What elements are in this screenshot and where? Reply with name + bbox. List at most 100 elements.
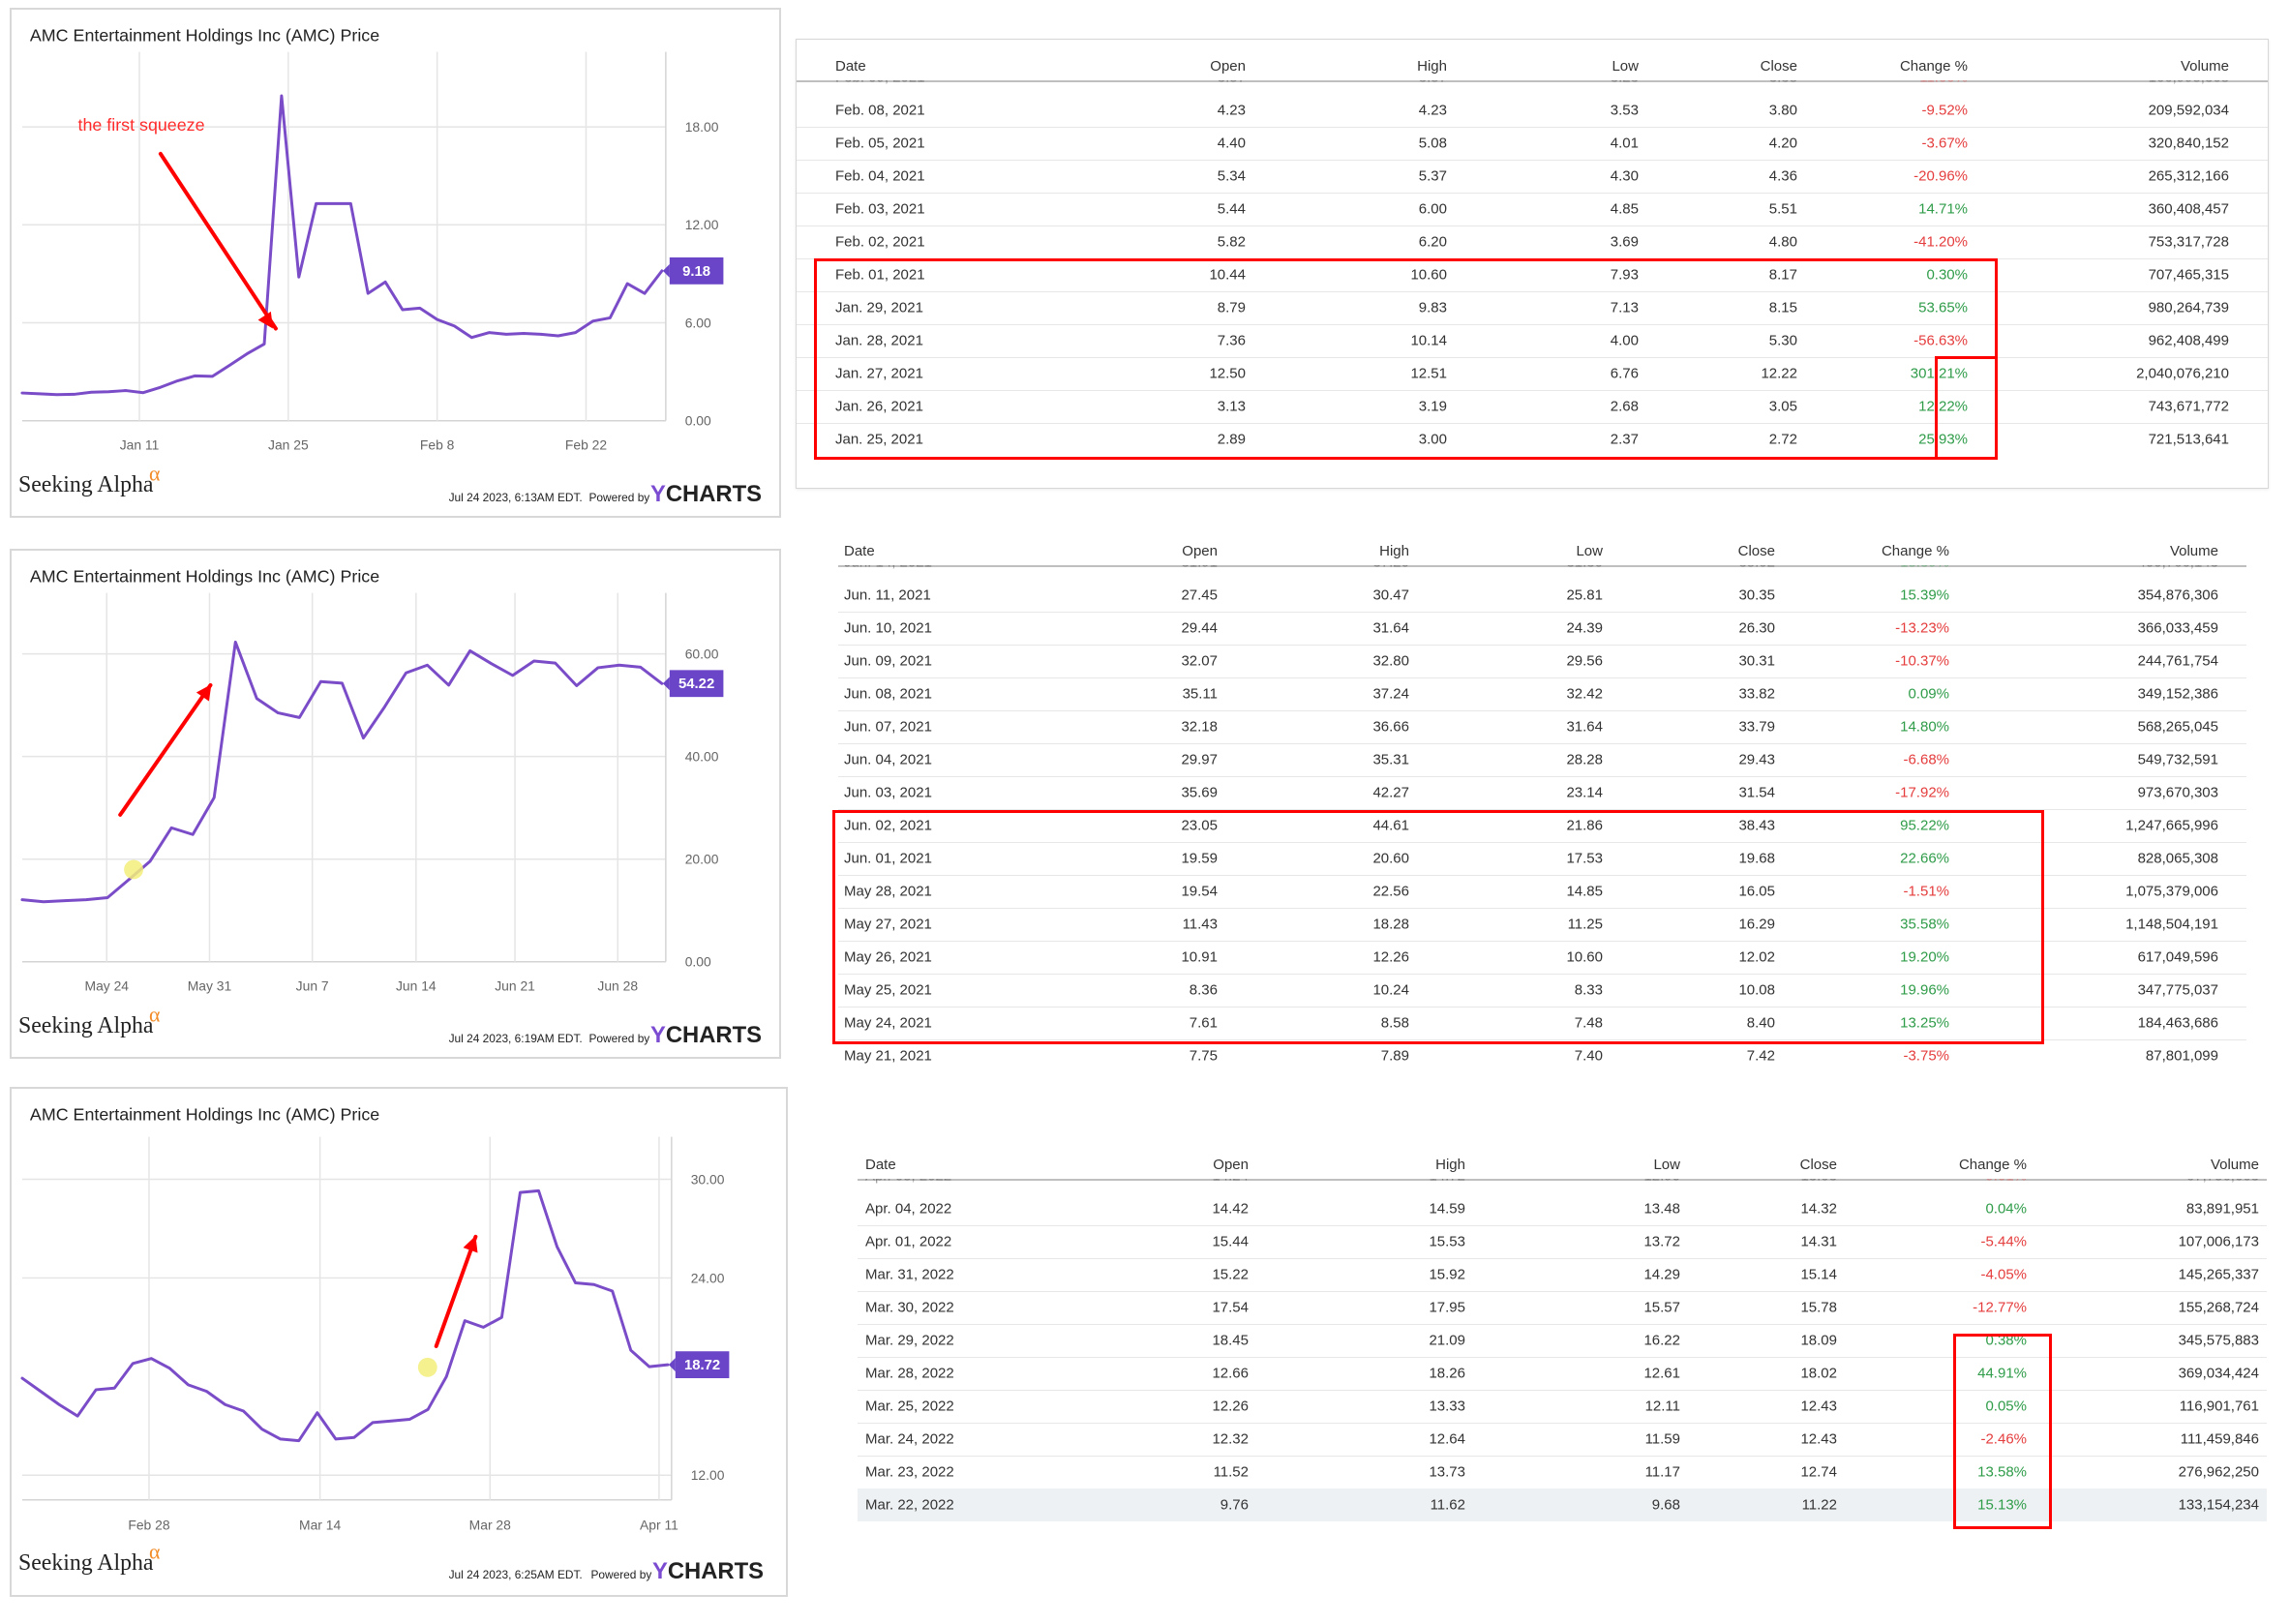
cell-low: 13.48 xyxy=(1643,1200,1680,1218)
cell-date: Mar. 23, 2022 xyxy=(865,1463,954,1481)
cell-open: 8.79 xyxy=(1217,299,1246,316)
alpha-mark: α xyxy=(149,1540,160,1563)
cell-date: Jan. 25, 2021 xyxy=(835,431,923,448)
table-row: Jun. 07, 2021 32.18 36.66 31.64 33.79 14.80% 5… xyxy=(838,710,2246,744)
cell-close: 2.72 xyxy=(1768,431,1797,448)
ycharts-y-mark: Y xyxy=(650,1022,666,1048)
cell-volume: 116,901,761 xyxy=(2179,1398,2259,1415)
cell-date: Mar. 28, 2022 xyxy=(865,1365,954,1382)
cell-open: 4.40 xyxy=(1217,135,1246,152)
table-row: Jun. 09, 2021 32.07 32.80 29.56 30.31 -10.37%… xyxy=(838,645,2246,678)
cell-open: 32.07 xyxy=(1181,652,1218,670)
cell-open: 23.05 xyxy=(1181,817,1218,834)
cell-volume: 617,049,596 xyxy=(2137,948,2218,966)
annotation-arrow-head xyxy=(463,1235,478,1253)
current-price-value: 18.72 xyxy=(684,1358,720,1373)
cell-low: 8.33 xyxy=(1574,981,1603,999)
cell-change: 25.93% xyxy=(1918,431,1968,448)
cell-close: 12.02 xyxy=(1738,948,1775,966)
cell-open: 12.26 xyxy=(1212,1398,1249,1415)
cell-change: -5.44% xyxy=(1980,1233,2027,1250)
cell-high: 44.61 xyxy=(1372,817,1409,834)
table-row: Jun. 10, 2021 29.44 31.64 24.39 26.30 -13.23%… xyxy=(838,612,2246,646)
cell-date: Jun. 14, 2021 xyxy=(844,565,932,571)
table-row: Apr. 01, 2022 15.44 15.53 13.72 14.31 -5.44% 1… xyxy=(858,1225,2267,1259)
table-row: Apr. 05, 2022 14.24 14.72 12.90 13.03 -9.01% 6… xyxy=(858,1179,2267,1192)
cell-open: 15.44 xyxy=(1212,1233,1249,1250)
table-body: Apr. 04, 2022 14.42 14.59 13.48 14.32 0.04% 83… xyxy=(858,1192,2267,1521)
cell-date: Jun. 10, 2021 xyxy=(844,619,932,637)
cell-change: -3.75% xyxy=(1903,1047,1949,1065)
table-row: Apr. 04, 2022 14.42 14.59 13.48 14.32 0.04% 83… xyxy=(858,1192,2267,1226)
cell-date: Mar. 29, 2022 xyxy=(865,1332,954,1349)
cell-volume: 369,034,424 xyxy=(2178,1365,2259,1382)
table-row: Mar. 25, 2022 12.26 13.33 12.11 12.43 0.05% 11… xyxy=(858,1390,2267,1424)
table-row: May 24, 2021 7.61 8.58 7.48 8.40 13.25% 184,46… xyxy=(838,1007,2246,1040)
y-tick-label: 20.00 xyxy=(685,852,719,867)
cell-volume: 145,265,337 xyxy=(2178,1266,2259,1283)
table-row: Mar. 30, 2022 17.54 17.95 15.57 15.78 -12.77%… xyxy=(858,1291,2267,1325)
chart-title: AMC Entertainment Holdings Inc (AMC) Pri… xyxy=(30,26,379,45)
column-header-close: Close xyxy=(1737,543,1775,559)
cell-change: 301.21% xyxy=(1910,365,1968,382)
column-header-open: Open xyxy=(1210,58,1246,75)
cell-date: May 21, 2021 xyxy=(844,1047,932,1065)
table-row: Mar. 22, 2022 9.76 11.62 9.68 11.22 15.13% 133… xyxy=(858,1489,2267,1521)
cell-low: 12.11 xyxy=(1644,1398,1680,1415)
cell-date: Feb. 04, 2021 xyxy=(835,167,925,185)
table-row: Feb. 04, 2021 5.34 5.37 4.30 4.36 -20.96% 265,… xyxy=(797,160,2268,194)
cell-low: 3.53 xyxy=(1610,102,1639,119)
cell-change: 15.13% xyxy=(1977,1496,2027,1514)
cell-date: Feb. 03, 2021 xyxy=(835,200,925,218)
cell-low: 14.85 xyxy=(1566,883,1603,900)
table-row: Jan. 27, 2021 12.50 12.51 6.76 12.22 301.21% 2… xyxy=(797,357,2268,391)
cell-close: 3.38 xyxy=(1652,80,1797,86)
table-row: May 28, 2021 19.54 22.56 14.85 16.05 -1.51% 1,… xyxy=(838,875,2246,909)
column-header-volume: Volume xyxy=(2169,543,2218,559)
cell-high: 10.24 xyxy=(1372,981,1409,999)
cell-high: 3.00 xyxy=(1418,431,1447,448)
powered-by-label: Powered by xyxy=(588,1032,649,1045)
cell-low: 31.64 xyxy=(1566,718,1603,736)
cell-date: Jun. 04, 2021 xyxy=(844,751,932,768)
cell-open: 11.52 xyxy=(1213,1463,1249,1481)
cell-volume: 347,775,037 xyxy=(2137,981,2218,999)
cell-volume: 184,463,686 xyxy=(2137,1014,2218,1032)
cell-high: 7.89 xyxy=(1380,1047,1409,1065)
cell-low: 9.68 xyxy=(1651,1496,1680,1514)
cell-high: 9.83 xyxy=(1418,299,1447,316)
cell-low: 24.39 xyxy=(1566,619,1603,637)
cell-open: 19.59 xyxy=(1181,850,1218,867)
x-tick-label: Feb 28 xyxy=(128,1518,169,1533)
cell-date: Jun. 01, 2021 xyxy=(844,850,932,867)
seeking-alpha-brand: Seeking Alpha xyxy=(18,1550,154,1576)
cell-change: -9.52% xyxy=(1921,102,1968,119)
cell-date: Feb. 09, 2021 xyxy=(835,80,925,86)
cell-high: 15.92 xyxy=(1429,1266,1465,1283)
current-price-badge-pointer xyxy=(662,263,670,278)
cell-open: 10.44 xyxy=(1209,266,1246,284)
cell-close: 8.17 xyxy=(1768,266,1797,284)
column-header-low: Low xyxy=(1612,58,1639,75)
cell-low: 21.86 xyxy=(1566,817,1603,834)
cell-change: -9.01% xyxy=(1882,1179,2027,1185)
table-body: Jun. 11, 2021 27.45 30.47 25.81 30.35 15.39% 3… xyxy=(838,579,2246,1072)
cell-volume: 743,671,772 xyxy=(2148,398,2229,415)
cell-date: Mar. 30, 2022 xyxy=(865,1299,954,1316)
table-row: May 25, 2021 8.36 10.24 8.33 10.08 19.96% 347,… xyxy=(838,974,2246,1007)
cell-low: 25.81 xyxy=(1566,586,1603,604)
cell-close: 30.31 xyxy=(1738,652,1775,670)
cell-volume: 753,317,728 xyxy=(2148,233,2229,251)
cell-change: 15.39% xyxy=(1804,565,1949,571)
cell-high: 37.24 xyxy=(1372,685,1409,703)
cell-high: 10.14 xyxy=(1410,332,1447,349)
seeking-alpha-brand: Seeking Alpha xyxy=(18,472,154,497)
cell-open: 32.18 xyxy=(1181,718,1218,736)
cell-close: 14.31 xyxy=(1800,1233,1837,1250)
current-price-value: 54.22 xyxy=(678,677,714,692)
cell-low: 16.22 xyxy=(1643,1332,1680,1349)
cell-change: -41.20% xyxy=(1913,233,1968,251)
table-header: Date Open High Low Close Change % Volume xyxy=(797,40,2268,82)
table-row: Mar. 24, 2022 12.32 12.64 11.59 12.43 -2.46% 1… xyxy=(858,1423,2267,1457)
cell-volume: 345,575,883 xyxy=(2178,1332,2259,1349)
